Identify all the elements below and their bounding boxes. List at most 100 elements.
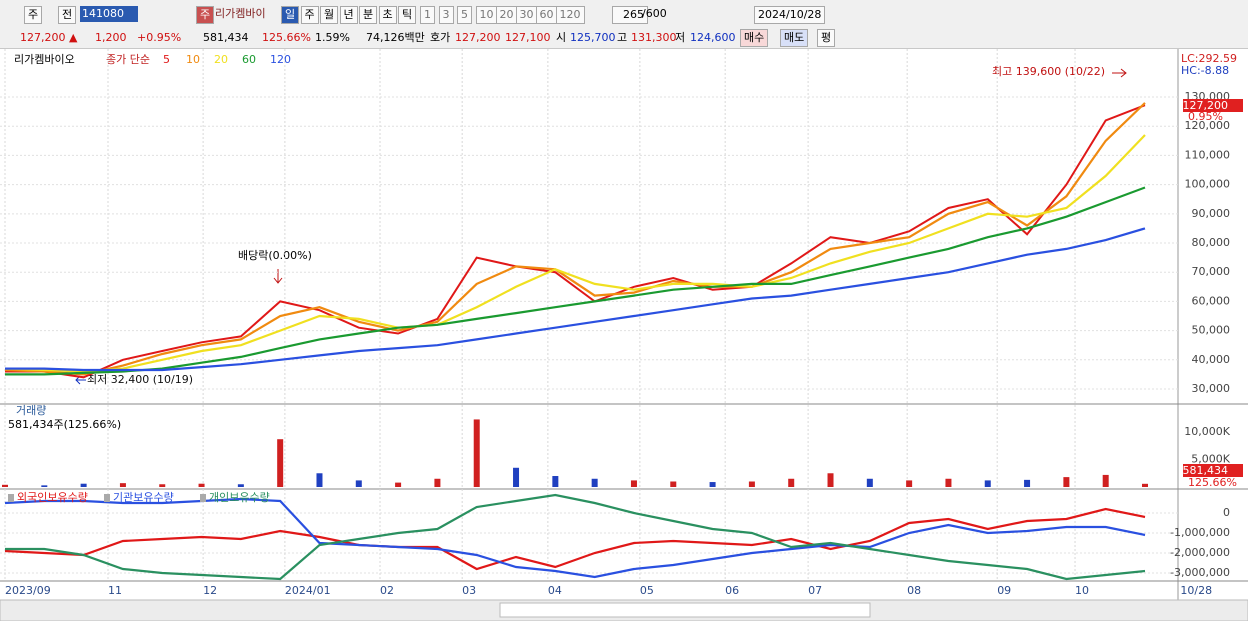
x-tick-label: 02 [380,584,394,597]
y-tick-label: 5,000K [1191,453,1230,466]
ma-label: 종가 단순 [106,53,150,66]
bar [119,483,126,487]
period-button[interactable]: 초 [378,6,397,24]
period-button[interactable]: 틱 [398,6,417,24]
name-box[interactable]: 주 [196,6,215,24]
date[interactable]: 2024/10/28 [754,6,826,24]
bar [473,419,480,487]
series-line [5,104,1146,379]
sell-button[interactable]: 매도 [780,29,809,47]
interval-button[interactable]: 60 [535,6,558,24]
bar [2,484,8,487]
volume-last: 581,434 [1183,464,1229,477]
series-line [4,134,1146,373]
y-tick-label: 110,000 [1185,148,1231,161]
interval-button[interactable]: 20 [495,6,518,24]
period-button[interactable]: 월 [320,6,339,24]
stock-name: 리가켐바이 [215,7,266,20]
interval-button[interactable]: 5 [457,6,472,24]
legend-entry: 20 [214,53,228,66]
open: 125,700 [570,31,616,44]
y-tick-label: 0 [1223,506,1230,519]
buy-button[interactable]: 매수 [740,29,769,47]
y-tick-label: 50,000 [1192,324,1231,337]
high-arrow [1112,68,1127,78]
series-line [5,227,1146,372]
scroll-thumb[interactable] [499,602,871,618]
bar [41,485,48,487]
y-tick-label: 80,000 [1192,236,1231,249]
x-tick-label: 07 [808,584,822,597]
turnover: 1.59% [315,31,350,44]
x-tick-label: 2024/01 [285,584,331,597]
legend-entry: 120 [270,53,291,66]
interval-button[interactable]: 120 [555,6,585,24]
bar [237,484,244,487]
bid: 127,100 [505,31,551,44]
open-label: 시 [556,31,567,44]
amount: 74,126백만 [366,31,425,44]
bar [552,476,559,487]
period-button[interactable]: 주 [300,6,319,24]
interval-button[interactable]: 30 [515,6,538,24]
bar [670,481,677,487]
bar [513,467,520,487]
legend-entry: 개인보유수량 [209,491,270,504]
event-annotation: 배당락(0.00%) [238,249,312,262]
series-line [5,186,1146,376]
period-button[interactable]: 일 [281,6,300,24]
volume-title: 거래량 [16,404,46,417]
period-button[interactable]: 분 [359,6,378,24]
quote-row: 127,200 ▲ 1,200 +0.95% 581,434 125.66% 1… [0,28,1248,49]
y-tick-label: -1,000,000 [1170,526,1230,539]
chart: 리가켐바이오 종가 단순 LC:292.59 HC:-8.88 최고 139,6… [0,49,1248,621]
legend-entry: 10 [186,53,200,66]
scope[interactable]: 전 [58,6,77,24]
bar [709,482,716,487]
volume: 581,434 [203,31,249,44]
high-annotation: 최고 139,600 (10/22) [992,65,1105,78]
x-tick-label: 10/28 [1180,584,1212,597]
avg-button[interactable]: 평 [817,29,836,47]
interval-button[interactable]: 1 [420,6,435,24]
y-tick-label: 90,000 [1192,207,1231,220]
bar [395,482,402,487]
market[interactable]: 주 [24,6,43,24]
legend-swatch [104,494,110,502]
y-tick-label: 100,000 [1185,178,1231,191]
low: 124,600 [690,31,736,44]
bar [984,480,991,487]
price: 127,200 ▲ [20,31,78,44]
count[interactable]: 265 [612,6,648,24]
bar [355,480,362,487]
hc-label: HC:-8.88 [1181,64,1229,77]
interval-button[interactable]: 3 [438,6,454,24]
quote-label: 호가 [430,31,451,44]
volume-ratio: 125.66% [1188,476,1237,489]
bar [630,480,637,487]
low-label: 저 [675,31,686,44]
x-tick-label: 12 [203,584,217,597]
high: 131,300 [631,31,677,44]
code-input[interactable]: 141080 [80,6,138,22]
period-button[interactable]: 년 [339,6,358,24]
legend-swatch [200,494,206,502]
x-tick-label: 11 [108,584,122,597]
price-box [1183,99,1243,112]
x-tick-label: 10 [1075,584,1089,597]
bar [1142,483,1148,487]
bar [434,478,441,487]
series-line [4,507,1146,571]
bar [748,481,755,487]
x-tick-label: 08 [907,584,921,597]
bar [1063,477,1070,487]
bar [80,483,87,487]
volume-ratio: 125.66% [262,31,311,44]
chart-title: 리가켐바이오 [14,53,75,66]
bar [866,478,873,487]
y-tick-label: 120,000 [1185,119,1231,132]
bar [198,483,205,487]
y-tick-label: 70,000 [1192,265,1231,278]
interval-button[interactable]: 10 [475,6,498,24]
